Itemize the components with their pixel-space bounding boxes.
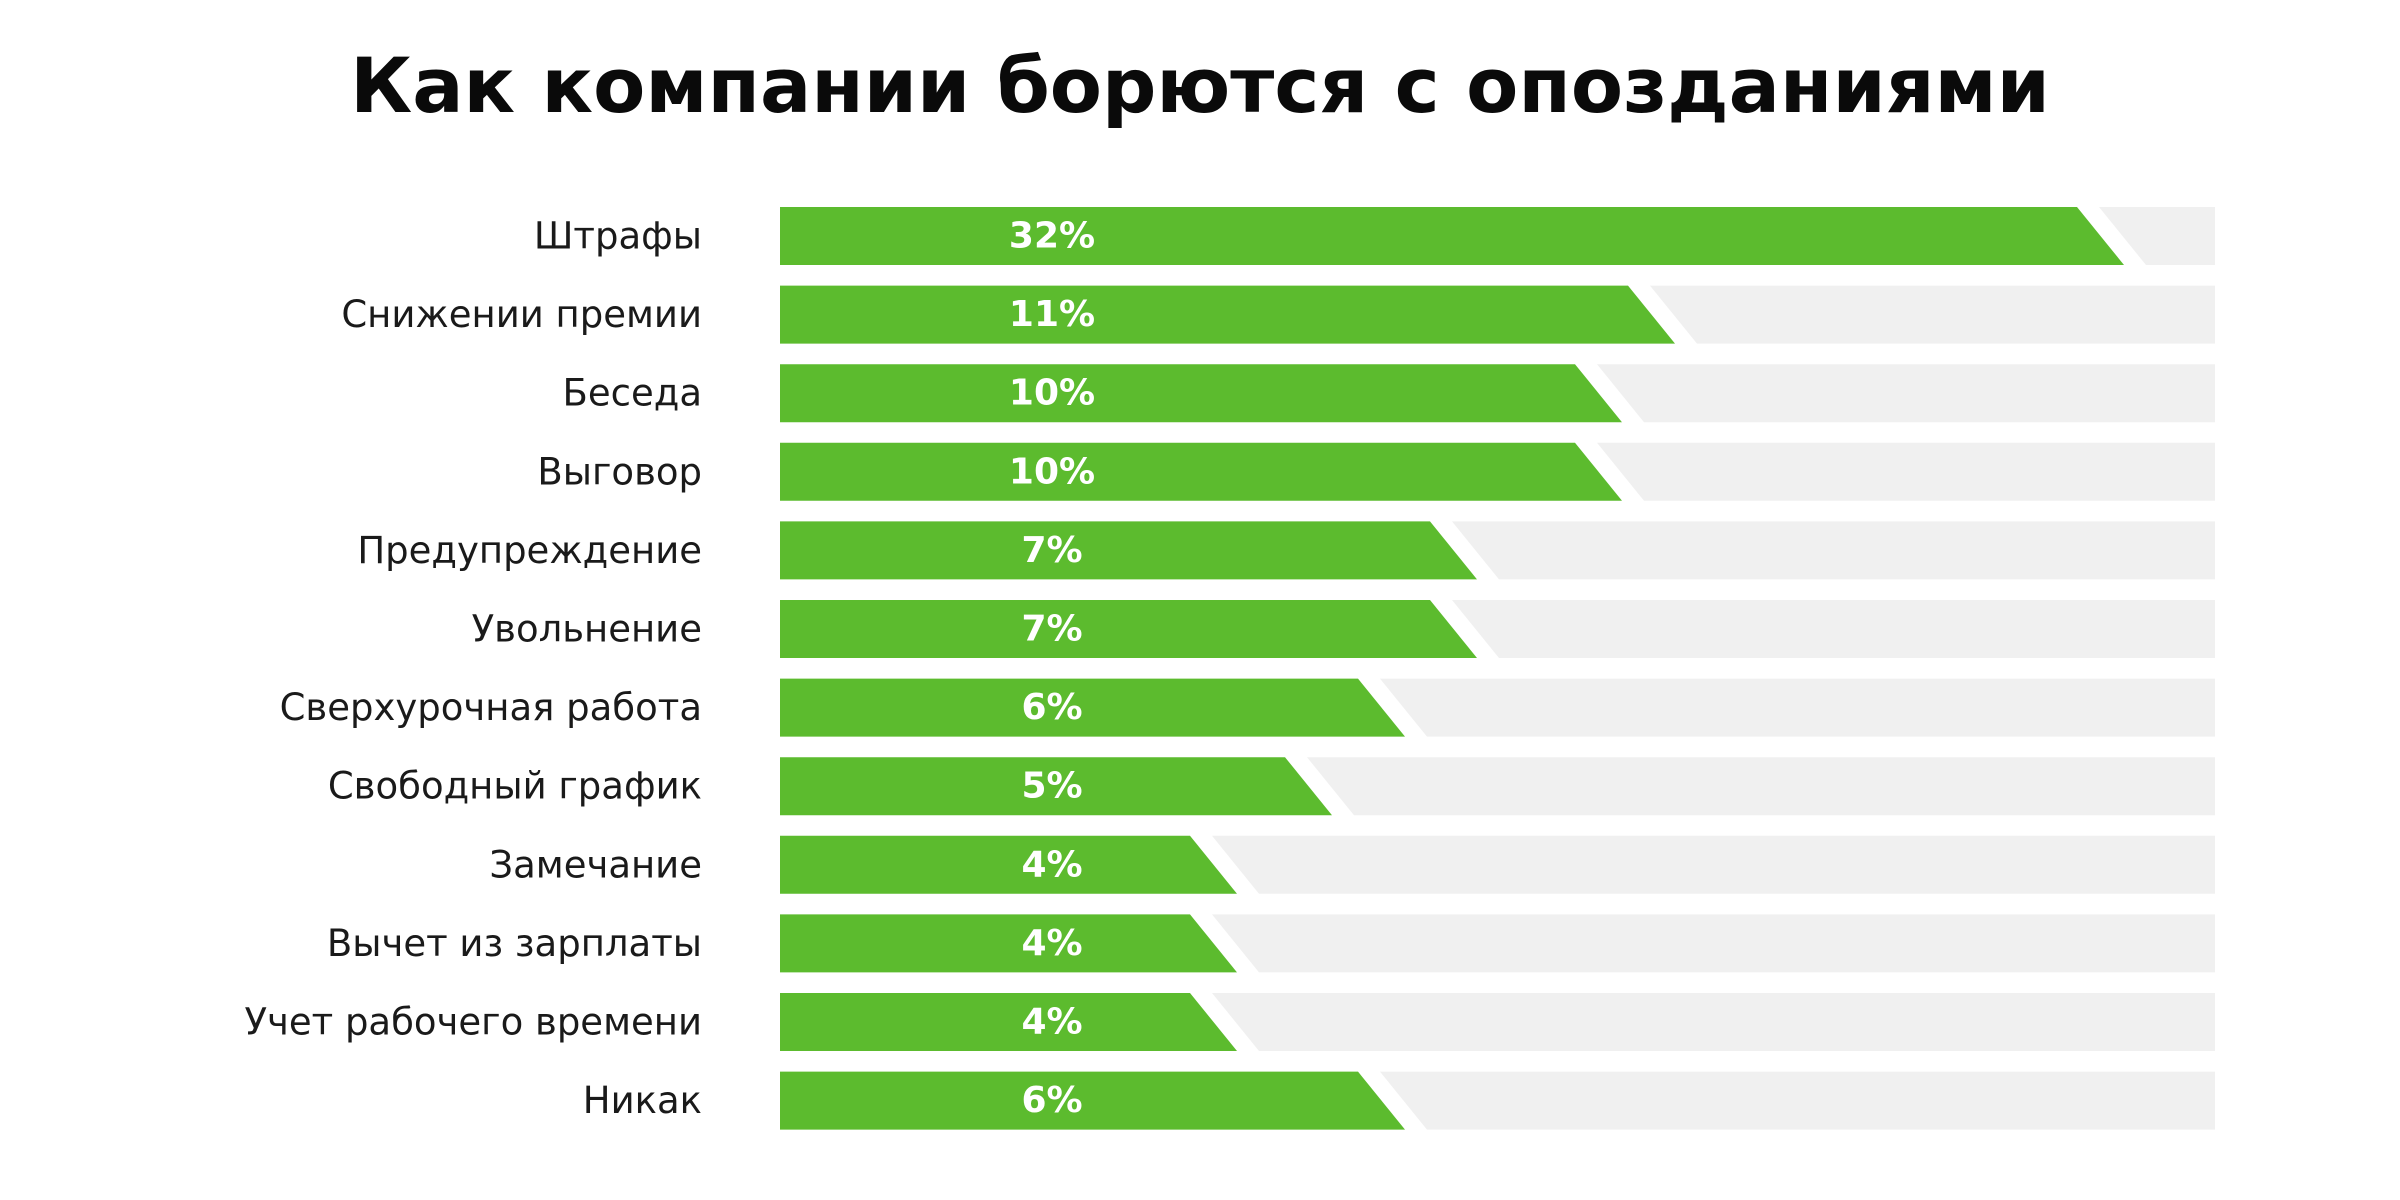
bar-track <box>1212 835 2215 894</box>
value-label: 11% <box>1009 294 1095 335</box>
value-label: 5% <box>1021 766 1082 807</box>
category-label: Замечание <box>489 843 702 886</box>
bar-track <box>2099 207 2215 265</box>
bar-track <box>1307 757 2215 816</box>
category-label: Снижении премии <box>341 293 702 336</box>
value-label: 6% <box>1021 687 1082 728</box>
bar <box>780 442 1622 501</box>
category-label: Увольнение <box>472 608 702 651</box>
value-label: 6% <box>1021 1080 1082 1121</box>
category-label: Вычет из зарплаты <box>327 922 702 965</box>
bar <box>780 835 1237 894</box>
category-label: Выговор <box>537 450 702 493</box>
value-label: 32% <box>1009 216 1095 257</box>
bar <box>780 364 1622 423</box>
value-label: 4% <box>1021 844 1082 885</box>
value-label: 10% <box>1009 373 1095 414</box>
category-label: Штрафы <box>534 215 702 258</box>
category-label: Учет рабочего времени <box>244 1001 702 1044</box>
category-label: Свободный график <box>328 765 702 808</box>
bar <box>780 914 1237 973</box>
bar <box>780 757 1332 816</box>
bar-track <box>1380 1071 2215 1130</box>
bar-track <box>1212 993 2215 1051</box>
bar-track <box>1650 285 2215 344</box>
bar-track <box>1452 600 2215 658</box>
bar-track <box>1212 914 2215 973</box>
value-label: 10% <box>1009 451 1095 492</box>
category-label: Никак <box>583 1079 702 1122</box>
bar <box>780 207 2124 265</box>
bar-track <box>1380 678 2215 737</box>
bar-track <box>1597 442 2215 501</box>
bar <box>780 678 1405 737</box>
value-label: 4% <box>1021 923 1082 964</box>
bar <box>780 600 1477 658</box>
value-label: 4% <box>1021 1002 1082 1043</box>
bar <box>780 521 1477 580</box>
bar <box>780 1071 1405 1130</box>
value-label: 7% <box>1021 609 1082 650</box>
bar <box>780 285 1675 344</box>
chart-title: Как компании борются с опозданиями <box>350 41 2050 130</box>
category-label: Беседа <box>562 372 702 415</box>
bar-track <box>1597 364 2215 423</box>
category-label: Предупреждение <box>357 529 702 572</box>
value-label: 7% <box>1021 530 1082 571</box>
bar-track <box>1452 521 2215 580</box>
bar <box>780 993 1237 1051</box>
category-label: Сверхурочная работа <box>280 686 702 729</box>
